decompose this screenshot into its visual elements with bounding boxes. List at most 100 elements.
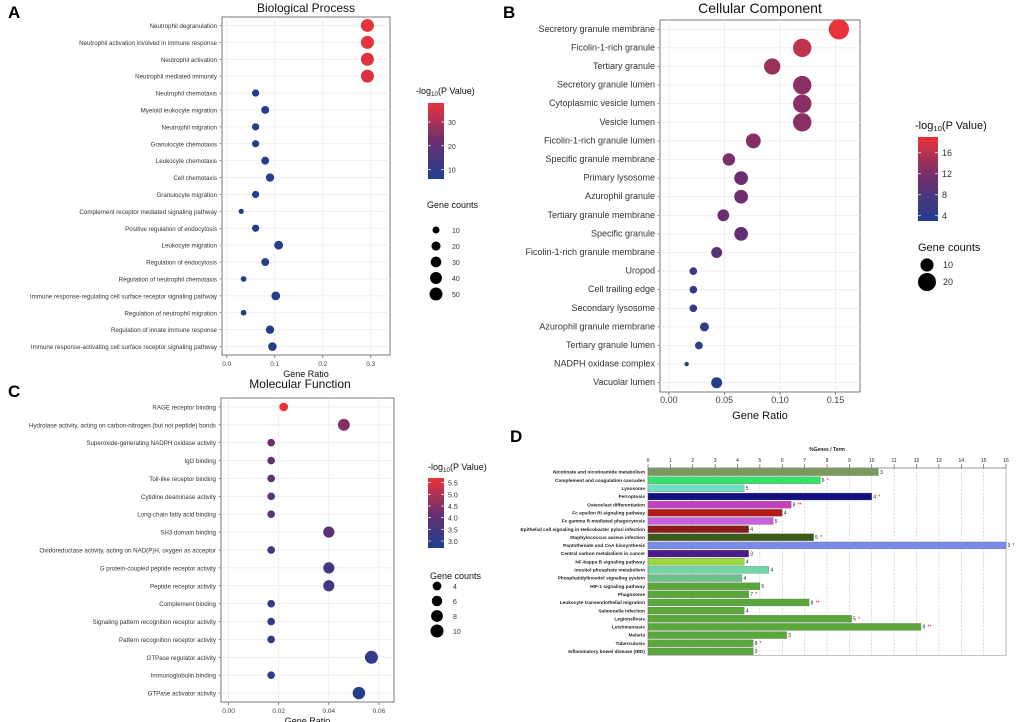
bar (647, 509, 783, 517)
data-point (279, 402, 289, 412)
bar (647, 639, 754, 647)
y-tick-label: Pattern recognition receptor activity (119, 637, 217, 644)
x-tick-label: 0 (647, 458, 650, 464)
y-tick-label: Neutrophil chemotaxis (156, 91, 217, 98)
size-legend-dot (920, 258, 934, 272)
y-tick-label: Nicotinate and nicotinamide metabolism (553, 470, 645, 476)
y-tick-label: Specific granule (591, 228, 655, 238)
x-tick-label: 0.1 (270, 361, 279, 368)
y-tick-label: Tuberculosis (616, 641, 646, 647)
data-point (689, 304, 698, 313)
data-point (764, 58, 781, 75)
x-tick-label: 10 (869, 458, 875, 464)
y-tick-label: Myeloid leukocyte migration (141, 107, 218, 114)
colorbar (428, 478, 444, 548)
bar-value-label: 5 (761, 584, 764, 590)
y-tick-label: Signaling pattern recognition receptor a… (93, 619, 217, 626)
legend-title-prefix: -log (915, 120, 933, 132)
size-legend-label: 10 (453, 629, 461, 636)
bar-value-label: 4 (746, 608, 749, 614)
y-tick-label: Secretory granule membrane (538, 24, 655, 34)
x-tick-label: 0.02 (272, 708, 285, 715)
x-tick-label: 16 (1003, 458, 1009, 464)
bar (647, 525, 749, 533)
data-point (689, 285, 698, 294)
size-legend-dot (432, 226, 440, 234)
data-point (240, 276, 247, 282)
y-tick-label: Azurophil granule (585, 191, 655, 201)
data-point (240, 309, 247, 316)
panel-letter-b: B (503, 3, 515, 22)
bar (647, 558, 745, 566)
data-point (360, 69, 374, 83)
x-tick-label: 9 (848, 458, 851, 464)
data-point (323, 580, 335, 592)
data-point (267, 510, 275, 519)
y-tick-label: G protein-coupled peptide receptor activ… (100, 565, 217, 572)
y-tick-label: Complement receptor mediated signaling p… (79, 209, 217, 216)
x-axis-title: Gene Ratio (732, 410, 788, 422)
data-point (261, 105, 270, 114)
panel-letter-a: A (8, 3, 20, 22)
bar (647, 647, 754, 656)
bar-value-label: 5 (775, 519, 778, 525)
legend-title-prefix: -log (416, 86, 431, 96)
y-tick-label: Pantothenate and CoA biosynthesis (563, 543, 645, 549)
data-point (793, 113, 812, 132)
colorbar-tick-label: 20 (448, 144, 456, 151)
bar-value-label: 9 (922, 625, 925, 631)
colorbar-tick-label: 10 (448, 168, 456, 175)
y-tick-label: Osteoclast differentiation (587, 502, 645, 508)
y-tick-label: Granulocyte chemotaxis (151, 141, 217, 148)
panel-c: C Molecular Function 0.00 0.02 0.04 0.06 Gene … (8, 377, 487, 722)
y-tick-label: Lysosome (621, 486, 645, 492)
y-tick-label: Immune response-regulating cell surface … (30, 293, 218, 300)
y-tick-label: NF-kappa B signaling pathway (575, 559, 645, 565)
y-tick-label: Tertiary granule (593, 61, 655, 71)
y-tick-label: Uropod (625, 266, 655, 276)
y-tick-label: Cell trailing edge (588, 284, 655, 294)
x-tick-label: 14 (958, 458, 964, 464)
y-tick-label: Neutrophil migration (162, 124, 218, 131)
size-legend-dot (430, 272, 442, 284)
size-legend-label: 6 (453, 599, 457, 606)
y-tick-label: Ferroptosis (619, 494, 646, 500)
bar-value-label: 4 (770, 568, 773, 574)
data-point (360, 35, 374, 49)
y-tick-label: Peptide receptor activity (150, 583, 217, 590)
x-tick-label: 8 (826, 458, 829, 464)
colorbar-tick-label: 5.5 (448, 481, 458, 488)
color-legend-title: -log10(P Value) (428, 462, 487, 474)
data-point (323, 526, 335, 538)
size-legend-label: 30 (452, 260, 460, 267)
y-tick-label: Leishmaniasis (612, 625, 645, 631)
colorbar-tick-label: 8 (942, 190, 947, 200)
bar-value-label: 4 (746, 560, 749, 566)
y-tick-label: Hydrolase activity, acting on carbon-nit… (29, 422, 216, 429)
size-legend-dot (430, 256, 442, 268)
size-legend-label: 10 (452, 228, 460, 235)
data-point (267, 492, 275, 501)
data-point (271, 291, 281, 301)
legend-title-sub: 10 (443, 467, 451, 474)
data-point (265, 325, 275, 334)
data-point (267, 617, 275, 626)
significance-stars: ** (798, 502, 802, 508)
x-tick-label: 2 (691, 458, 694, 464)
chart-title: Biological Process (257, 1, 355, 15)
color-legend-title: -log10(P Value) (915, 120, 987, 133)
bar-value-label: 3 (750, 551, 753, 557)
data-point (337, 418, 350, 431)
y-tick-label: Immunoglobulin binding (151, 673, 217, 680)
data-point (261, 258, 270, 267)
x-tick-label: 0.15 (827, 395, 845, 405)
y-tick-label: Staphylococcus aureus infection (570, 535, 645, 541)
x-tick-label: 1 (669, 458, 672, 464)
size-legend-title: Gene counts (918, 242, 981, 254)
y-tick-label: Legionellosis (614, 616, 645, 622)
data-point (684, 361, 689, 367)
x-tick-label: 12 (914, 458, 920, 464)
colorbar-tick-label: 4.5 (448, 504, 458, 511)
x-tick-label: 4 (736, 458, 739, 464)
